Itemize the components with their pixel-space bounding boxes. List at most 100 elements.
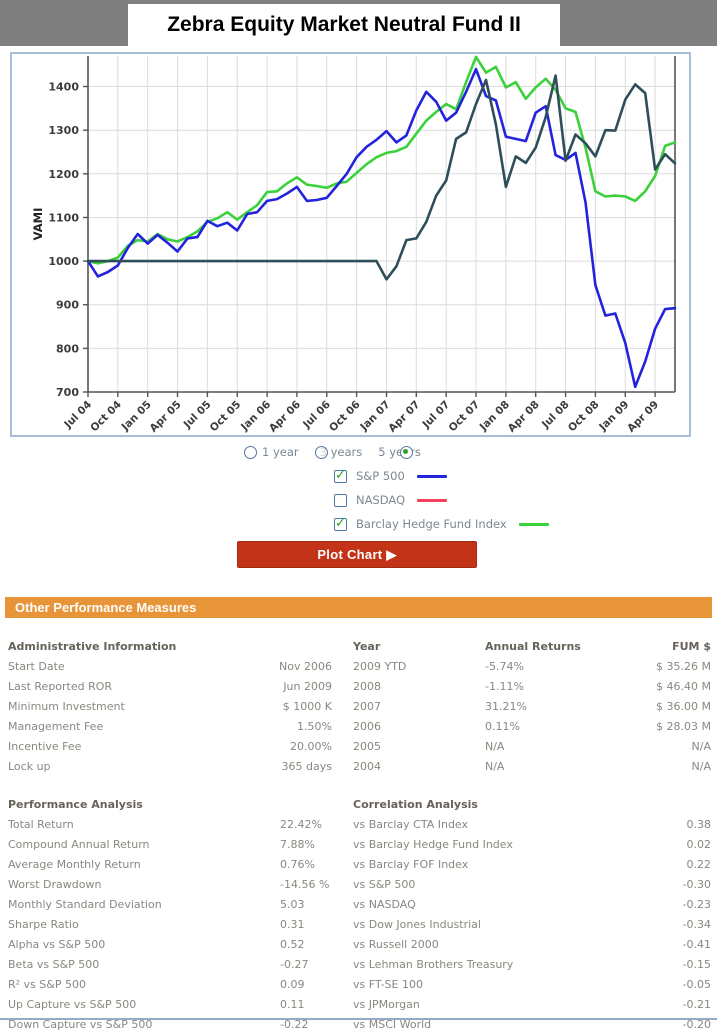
row-value: 0.76% [280,857,315,871]
correlation-analysis-table: Correlation Analysis vs Barclay CTA Inde… [353,794,711,1034]
table-row: 2007 31.21% $ 36.00 M [353,696,711,716]
checkbox-icon[interactable] [334,468,347,483]
row-value: 0.22 [686,857,712,871]
row-label: Incentive Fee [8,739,82,753]
row-value: -14.56 % [280,877,330,891]
period-option[interactable]: 5 years [378,445,421,459]
table-row: vs NASDAQ -0.23 [353,894,711,914]
table-row: vs Barclay Hedge Fund Index 0.02 [353,834,711,854]
svg-text:Apr 07: Apr 07 [386,399,422,435]
table-row: vs S&P 500 -0.30 [353,874,711,894]
plot-chart-button[interactable]: Plot Chart ▶ [237,541,477,568]
svg-text:1100: 1100 [48,212,79,225]
period-option-label: 3 years [319,445,363,459]
table-row: vs Dow Jones Industrial -0.34 [353,914,711,934]
row-value: Nov 2006 [279,659,332,673]
row-value: -0.27 [280,957,309,971]
row-value: 22.42% [280,817,322,831]
row-label: Up Capture vs S&P 500 [8,997,137,1011]
radio-icon[interactable] [399,445,413,459]
svg-text:Apr 05: Apr 05 [147,399,183,435]
return-cell: 31.21% [485,699,527,713]
benchmark-row[interactable]: Barclay Hedge Fund Index [334,516,549,532]
radio-icon[interactable] [244,445,257,459]
svg-text:VAMI: VAMI [31,208,45,241]
admin-info-header: Administrative Information [8,639,177,653]
bottom-divider [0,1018,717,1020]
row-value: 0.11 [280,997,305,1011]
table-row: Down Capture vs S&P 500 -0.22 [8,1014,348,1034]
admin-info-table: Administrative Information Start Date No… [8,636,332,776]
fum-cell: $ 35.26 M [656,659,711,673]
row-label: Average Monthly Return [8,857,141,871]
svg-text:1400: 1400 [48,81,79,94]
table-row: Alpha vs S&P 500 0.52 [8,934,348,954]
row-label: vs Dow Jones Industrial [353,917,481,931]
table-row: Beta vs S&P 500 -0.27 [8,954,348,974]
table-row: R² vs S&P 500 0.09 [8,974,348,994]
table-row: vs JPMorgan -0.21 [353,994,711,1014]
svg-text:Apr 06: Apr 06 [267,399,303,435]
period-option[interactable]: 1 year [244,445,299,459]
svg-text:Apr 08: Apr 08 [506,399,542,435]
row-value: -0.34 [682,917,711,931]
benchmark-label: S&P 500 [356,469,405,483]
row-label: Worst Drawdown [8,877,102,891]
table-row: vs Barclay CTA Index 0.38 [353,814,711,834]
table-row: Compound Annual Return 7.88% [8,834,348,854]
return-cell: -5.74% [485,659,524,673]
year-cell: 2007 [353,699,381,713]
section-header-title: Other Performance Measures [15,600,197,615]
period-option[interactable]: 3 years [314,445,363,459]
row-value: 0.09 [280,977,305,991]
row-label: Total Return [8,817,74,831]
row-value: 0.31 [280,917,305,931]
benchmark-row[interactable]: NASDAQ [334,492,549,508]
table-row: vs Russell 2000 -0.41 [353,934,711,954]
correlation-analysis-header: Correlation Analysis [353,797,478,811]
performance-analysis-header: Performance Analysis [8,797,143,811]
row-value: 5.03 [280,897,305,911]
fum-cell: $ 36.00 M [656,699,711,713]
svg-text:900: 900 [56,299,79,312]
svg-text:Oct 07: Oct 07 [446,399,482,435]
row-label: vs Russell 2000 [353,937,439,951]
row-value: 0.52 [280,937,305,951]
radio-icon[interactable] [314,445,328,459]
fum-cell: N/A [691,759,711,773]
row-value: 365 days [281,759,332,773]
svg-text:1300: 1300 [48,124,79,137]
year-cell: 2004 [353,759,381,773]
row-value: 0.02 [686,837,712,851]
row-value: 7.88% [280,837,315,851]
return-cell: 0.11% [485,719,520,733]
row-label: Last Reported ROR [8,679,113,693]
page-title: Zebra Equity Market Neutral Fund II [167,13,521,36]
line-color-sample [416,474,447,478]
svg-text:Apr 09: Apr 09 [625,399,661,435]
return-cell: N/A [485,759,505,773]
table-row: Lock up 365 days [8,756,332,776]
row-value: -0.30 [682,877,711,891]
benchmark-label: NASDAQ [356,493,406,507]
table-row: Monthly Standard Deviation 5.03 [8,894,348,914]
row-label: Start Date [8,659,65,673]
table-row: Last Reported ROR Jun 2009 [8,676,332,696]
plot-chart-button-label: Plot Chart ▶ [317,546,397,562]
vami-chart: 700 800 900 1000 1100 1200 1300 1400 Jul 04 Oct 0… [10,52,691,437]
row-label: Monthly Standard Deviation [8,897,162,911]
checkbox-icon[interactable] [334,516,347,531]
table-row: 2004 N/A N/A [353,756,711,776]
row-label: vs Lehman Brothers Treasury [353,957,514,971]
svg-text:Oct 08: Oct 08 [566,399,602,435]
row-value: 1.50% [297,719,332,733]
return-cell: N/A [485,739,505,753]
row-label: vs S&P 500 [353,877,416,891]
row-label: R² vs S&P 500 [8,977,86,991]
svg-text:Oct 06: Oct 06 [327,399,363,435]
table-row: vs FT-SE 100 -0.05 [353,974,711,994]
benchmark-row[interactable]: S&P 500 [334,468,549,484]
row-value: 0.38 [686,817,712,831]
annual-returns-table: Year Annual Returns FUM $ 2009 YTD -5.74… [353,636,711,776]
checkbox-icon[interactable] [334,493,347,507]
